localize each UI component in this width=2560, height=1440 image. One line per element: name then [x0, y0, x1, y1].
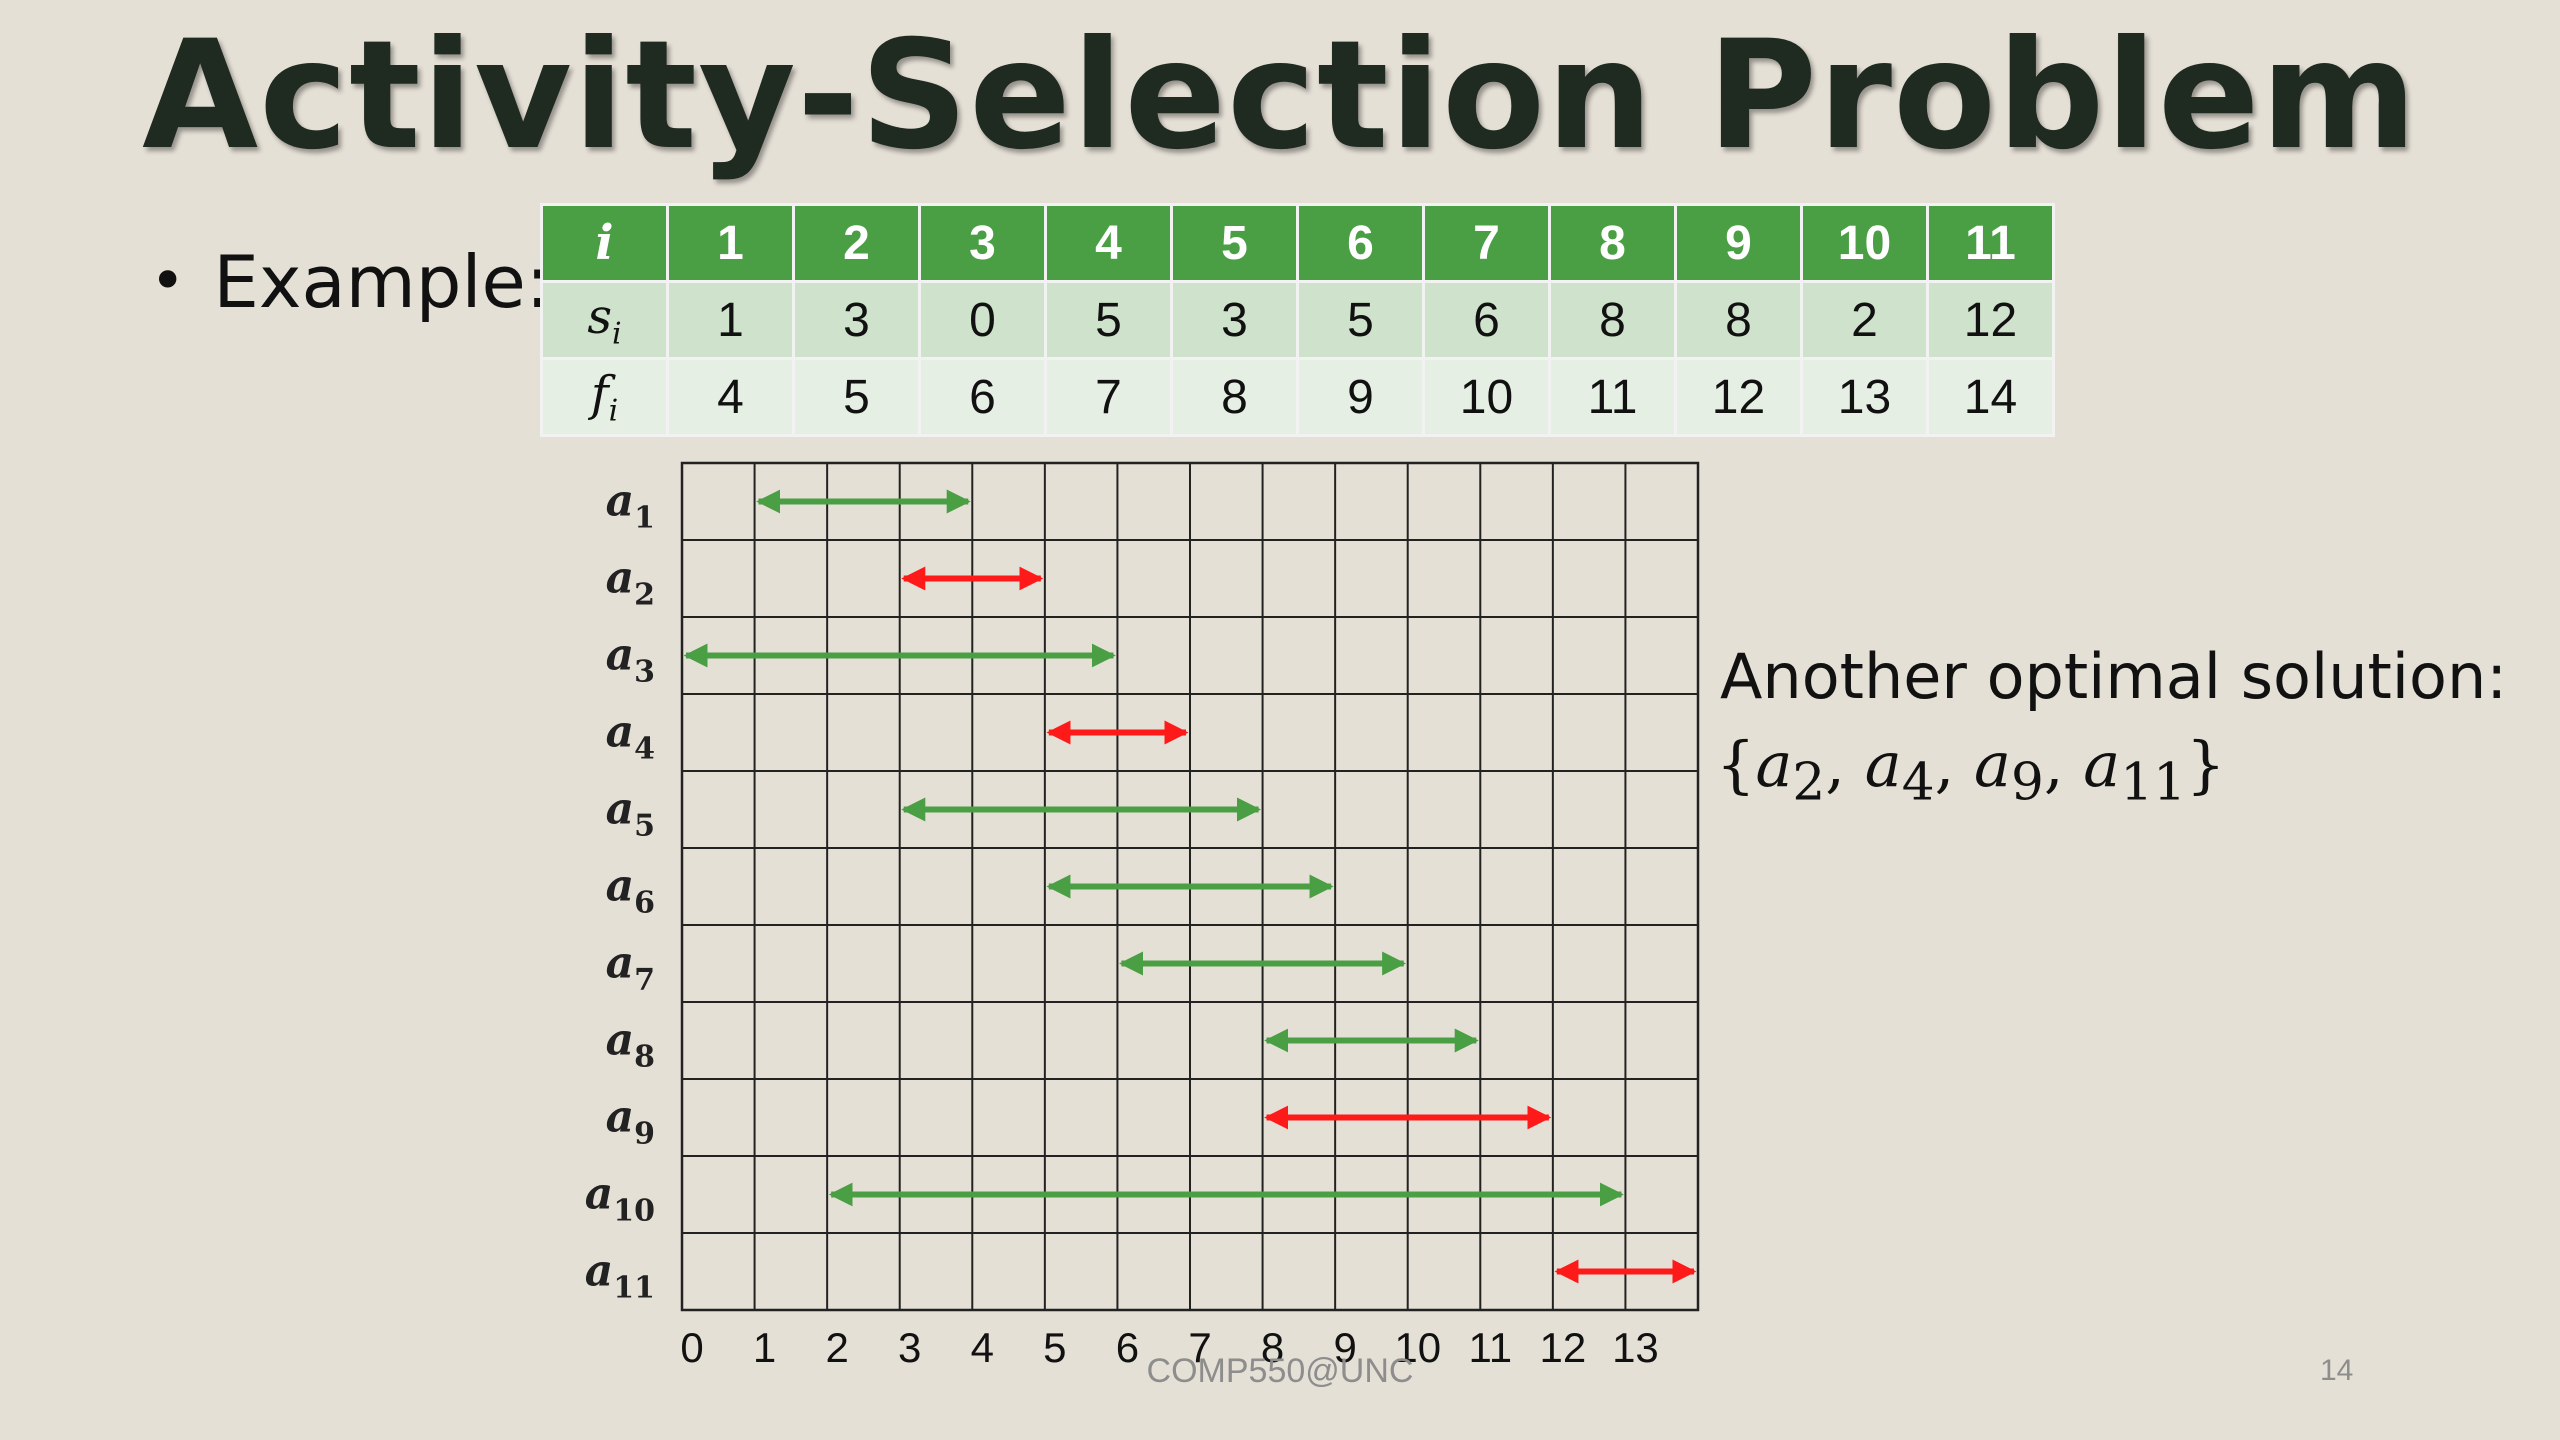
- solution-item-sub: 4: [1901, 752, 1935, 813]
- x-tick-label: 13: [1612, 1324, 1659, 1371]
- x-tick-label: 11: [1468, 1324, 1512, 1371]
- table-cell: 6: [1422, 280, 1551, 360]
- x-tick-label: 1: [753, 1324, 776, 1371]
- solution-item-sub: 9: [2010, 752, 2044, 813]
- page-number: 14: [2320, 1354, 2354, 1387]
- set-separator: ,: [2043, 728, 2084, 801]
- table-cell: 11: [1548, 357, 1677, 437]
- row-label-s-text: s: [587, 288, 613, 345]
- bullet-dot: •: [150, 246, 186, 316]
- row-label-a4: a4: [606, 707, 655, 767]
- solution-item: a: [1755, 728, 1793, 801]
- x-tick-label: 0: [680, 1324, 703, 1371]
- row-label-f: fi: [540, 357, 669, 437]
- table-cell: 8: [1548, 280, 1677, 360]
- table-cell: 12: [1674, 357, 1803, 437]
- solution-item: a: [2083, 728, 2121, 801]
- table-cell: 4: [1044, 203, 1173, 283]
- table-cell: 3: [918, 203, 1047, 283]
- set-close-brace: }: [2185, 728, 2226, 801]
- row-label-s: si: [540, 280, 669, 360]
- table-cell: 13: [1800, 357, 1929, 437]
- example-bullet: • Example:: [150, 240, 550, 324]
- table-cell: 8: [1548, 203, 1677, 283]
- row-label-a8: a8: [606, 1015, 655, 1075]
- x-tick-label: 9: [1333, 1324, 1356, 1371]
- x-tick-label: 4: [971, 1324, 994, 1371]
- row-label-a3: a3: [606, 630, 655, 690]
- table-cell: 3: [1170, 280, 1299, 360]
- row-label-a5: a5: [606, 784, 655, 844]
- table-cell: 0: [918, 280, 1047, 360]
- footer-text: COMP550@UNC: [1146, 1352, 1414, 1390]
- table-cell: 7: [1422, 203, 1551, 283]
- row-label-f-text: f: [590, 365, 609, 422]
- table-cell: 8: [1674, 280, 1803, 360]
- table-row-start: si 1 3 0 5 3 5 6 8 8 2 12: [540, 280, 2055, 360]
- chart-row-labels: a1 a2 a3 a4 a5 a6 a7 a8 a9 a10 a11: [585, 476, 655, 1306]
- row-label-a11: a11: [585, 1246, 655, 1306]
- set-open-brace: {: [1716, 728, 1756, 801]
- table-cell: 2: [792, 203, 921, 283]
- table-cell: 5: [1170, 203, 1299, 283]
- solution-item-sub: 11: [2120, 752, 2186, 813]
- table-cell: 2: [1800, 280, 1929, 360]
- table-cell: 4: [666, 357, 795, 437]
- solution-item: a: [1864, 728, 1902, 801]
- table-cell: 9: [1674, 203, 1803, 283]
- table-cell: 12: [1926, 280, 2055, 360]
- set-separator: ,: [1825, 728, 1865, 801]
- table-cell: 3: [792, 280, 921, 360]
- x-tick-label: 6: [1116, 1324, 1139, 1371]
- x-tick-label: 2: [825, 1324, 848, 1371]
- row-label-a2: a2: [606, 553, 655, 613]
- x-tick-label: 8: [1261, 1324, 1284, 1371]
- slide-title: Activity-Selection Problem: [142, 9, 2418, 183]
- row-label-a10: a10: [585, 1169, 655, 1229]
- x-tick-label: 7: [1188, 1324, 1211, 1371]
- set-separator: ,: [1934, 728, 1974, 801]
- solution-item: a: [1973, 728, 2011, 801]
- solution-item-sub: 2: [1792, 752, 1826, 813]
- row-label-s-sub: i: [612, 316, 622, 352]
- table-cell: 1: [666, 280, 795, 360]
- table-cell: 7: [1044, 357, 1173, 437]
- row-label-i: i: [540, 203, 669, 283]
- table-cell: 5: [792, 357, 921, 437]
- table-cell: 5: [1296, 280, 1425, 360]
- table-cell: 11: [1926, 203, 2055, 283]
- table-row-finish: fi 4 5 6 7 8 9 10 11 12 13 14: [540, 357, 2055, 437]
- table-cell: 1: [666, 203, 795, 283]
- row-label-a7: a7: [606, 938, 655, 998]
- x-tick-label: 12: [1539, 1324, 1586, 1371]
- activity-table: i 1 2 3 4 5 6 7 8 9 10 11 si 1 3 0 5 3 5: [540, 203, 2055, 437]
- x-tick-label: 3: [898, 1324, 921, 1371]
- another-solution-heading: Another optimal solution:: [1720, 640, 2508, 713]
- table-row-index: i 1 2 3 4 5 6 7 8 9 10 11: [540, 203, 2055, 283]
- row-label-f-sub: i: [608, 393, 619, 429]
- table-cell: 14: [1926, 357, 2055, 437]
- row-label-a1: a1: [606, 476, 655, 536]
- table-cell: 10: [1422, 357, 1551, 437]
- example-label: Example:: [213, 240, 551, 324]
- row-label-i-text: i: [595, 215, 614, 271]
- table-cell: 8: [1170, 357, 1299, 437]
- x-tick-label: 10: [1394, 1324, 1441, 1371]
- table-cell: 6: [1296, 203, 1425, 283]
- table-cell: 5: [1044, 280, 1173, 360]
- x-tick-label: 5: [1043, 1324, 1066, 1371]
- chart-x-ticks: 0 1 2 3 4 5 6 7 8 9 10 11 12 13: [680, 1324, 1658, 1371]
- table-cell: 10: [1800, 203, 1929, 283]
- solution-set: {a2, a4, a9, a11}: [1716, 728, 2225, 812]
- row-label-a9: a9: [606, 1092, 655, 1152]
- row-label-a6: a6: [606, 861, 655, 921]
- chart-intervals: [683, 489, 1697, 1284]
- table-cell: 6: [918, 357, 1047, 437]
- table-cell: 9: [1296, 357, 1425, 437]
